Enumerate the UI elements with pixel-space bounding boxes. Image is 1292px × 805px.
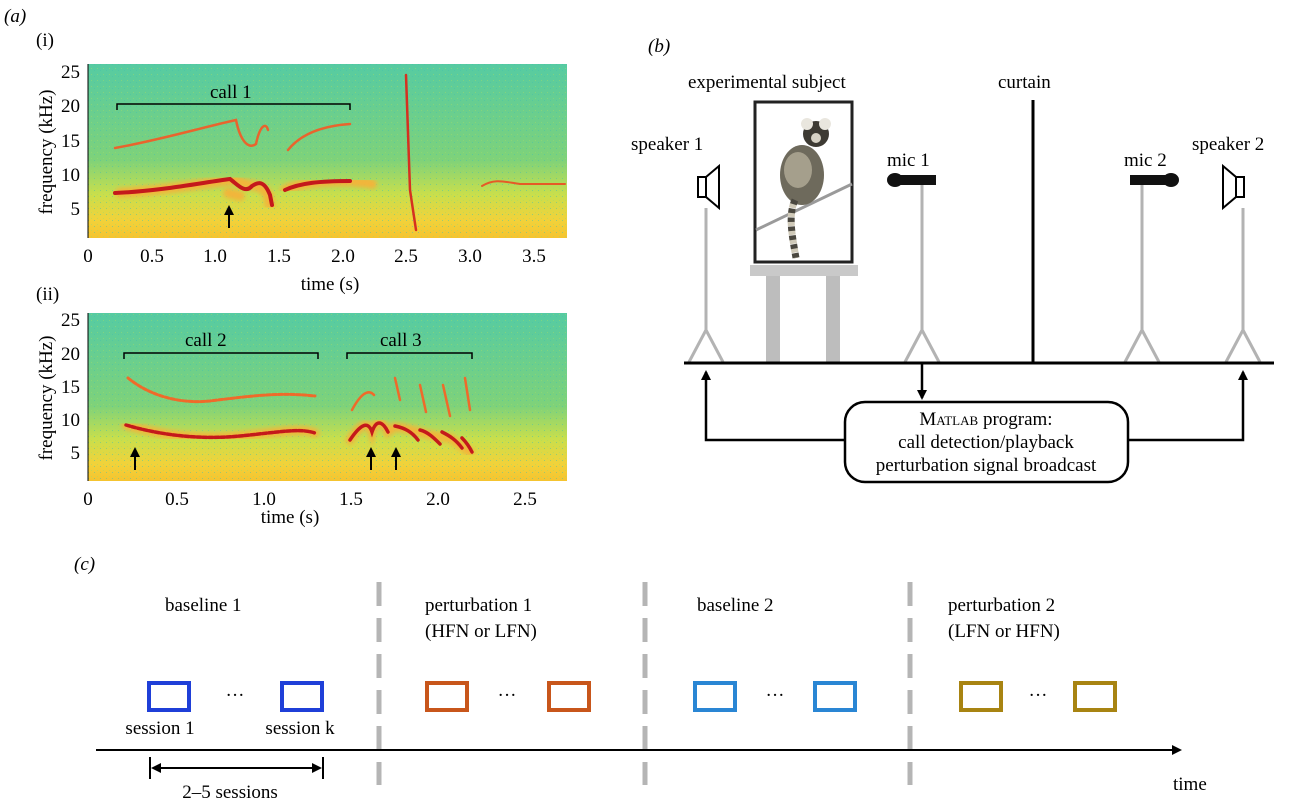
phase-4-label: perturbation 2	[948, 595, 1055, 616]
table-leg-right	[826, 276, 840, 363]
svg-text:5: 5	[71, 199, 81, 220]
panel-label-a-ii: (ii)	[36, 284, 59, 305]
svg-text:2.0: 2.0	[331, 246, 355, 267]
session-box	[547, 681, 591, 712]
svg-text:1.0: 1.0	[252, 489, 276, 510]
spectrogram-i-xlabel: time (s)	[301, 274, 360, 295]
phase-2-label: perturbation 1	[425, 595, 532, 616]
svg-text:15: 15	[61, 377, 80, 398]
session-first-label: session 1	[125, 718, 194, 739]
time-axis-label: time	[1173, 774, 1207, 795]
svg-text:3.5: 3.5	[522, 246, 546, 267]
program-to-speaker-1-arrow	[701, 370, 845, 442]
svg-text:0.5: 0.5	[140, 246, 164, 267]
program-box	[843, 400, 1130, 484]
session-box	[280, 681, 324, 712]
program-line-3: perturbation signal broadcast	[876, 455, 1097, 476]
svg-text:10: 10	[61, 165, 80, 186]
ellipsis: ···	[1029, 685, 1048, 706]
phase-2-sublabel: (HFN or LFN)	[425, 621, 537, 642]
svg-text:20: 20	[61, 344, 80, 365]
svg-text:2.0: 2.0	[426, 489, 450, 510]
mic-1-icon	[887, 173, 936, 187]
spectrogram-i: call 1 25 20 15 10 5 frequency (kHz) 0 0…	[36, 62, 567, 295]
speaker-1-label: speaker 1	[631, 134, 703, 155]
session-box	[425, 681, 469, 712]
panel-label-b: (b)	[648, 36, 670, 57]
call-1-label: call 1	[210, 82, 252, 103]
svg-text:0.5: 0.5	[165, 489, 189, 510]
speaker-1-icon	[697, 163, 720, 211]
ellipsis: ···	[498, 685, 517, 706]
curtain-label: curtain	[998, 72, 1051, 93]
table-top	[750, 265, 858, 276]
call-2-bracket	[123, 352, 319, 359]
svg-text:3.0: 3.0	[458, 246, 482, 267]
mic-2-label: mic 2	[1124, 150, 1167, 171]
svg-text:10: 10	[61, 410, 80, 431]
speaker-2-label: speaker 2	[1192, 134, 1264, 155]
mic-1-label: mic 1	[887, 150, 930, 171]
call-3-bracket	[346, 352, 473, 359]
svg-text:1.5: 1.5	[267, 246, 291, 267]
call-3-label: call 3	[380, 330, 422, 351]
ellipsis: ···	[226, 685, 245, 706]
phase-4-sublabel: (LFN or HFN)	[948, 621, 1060, 642]
call-2-label: call 2	[185, 330, 227, 351]
ellipsis: ···	[766, 685, 785, 706]
session-box	[147, 681, 191, 712]
perch	[755, 182, 853, 232]
svg-text:5: 5	[71, 443, 81, 464]
call-1-bracket	[116, 103, 351, 110]
panel-label-c: (c)	[74, 554, 95, 575]
spectrogram-ii: call 2 call 3 25 20 15 10 5 frequency (k…	[36, 310, 567, 528]
speaker-2-icon	[1222, 163, 1245, 211]
session-last-label: session k	[265, 718, 335, 739]
svg-text:15: 15	[61, 131, 80, 152]
spectrogram-ii-y-axis: 25 20 15 10 5 frequency (kHz)	[36, 310, 89, 481]
session-box	[693, 681, 737, 712]
spectrogram-i-ylabel: frequency (kHz)	[36, 89, 57, 214]
session-range-label: 2–5 sessions	[182, 782, 278, 803]
program-title: MATLAB program:	[919, 409, 1052, 430]
session-box	[813, 681, 857, 712]
subject-label: experimental subject	[688, 72, 846, 93]
phase-1-label: baseline 1	[165, 595, 242, 616]
mic-2-icon	[1130, 173, 1179, 187]
program-line-2: call detection/playback	[898, 432, 1074, 453]
svg-text:25: 25	[61, 62, 80, 83]
svg-text:0: 0	[83, 489, 93, 510]
phase-3-label: baseline 2	[697, 595, 774, 616]
svg-text:25: 25	[61, 310, 80, 331]
setup-diagram: (b) experimental subject curtain speaker…	[631, 36, 1274, 484]
svg-text:1.5: 1.5	[339, 489, 363, 510]
panel-label-a: (a)	[4, 6, 26, 27]
spectrogram-ii-ylabel: frequency (kHz)	[36, 335, 57, 460]
spectrogram-i-y-axis: 25 20 15 10 5 frequency (kHz)	[36, 62, 89, 238]
panel-label-a-i: (i)	[36, 30, 54, 51]
spectrogram-i-x-axis: 0 0.5 1.0 1.5 2.0 2.5 3.0 3.5 time (s)	[83, 246, 546, 295]
svg-text:0: 0	[83, 246, 93, 267]
svg-text:1.0: 1.0	[203, 246, 227, 267]
spectrogram-ii-x-axis: 0 0.5 1.0 1.5 2.0 2.5 time (s)	[83, 489, 537, 528]
spectrogram-ii-xlabel: time (s)	[261, 507, 320, 528]
table-leg-left	[766, 276, 780, 363]
timeline: (c) baseline 1 perturbation 1 (HFN or LF…	[74, 554, 1207, 803]
svg-text:2.5: 2.5	[394, 246, 418, 267]
spectrogram-ii-harmonics	[121, 376, 475, 457]
spectrogram-i-harmonics	[113, 73, 566, 232]
session-box	[1073, 681, 1117, 712]
svg-text:2.5: 2.5	[513, 489, 537, 510]
program-to-speaker-2-arrow	[1128, 370, 1248, 442]
svg-text:20: 20	[61, 96, 80, 117]
marmoset-icon	[780, 118, 831, 259]
session-box	[959, 681, 1003, 712]
